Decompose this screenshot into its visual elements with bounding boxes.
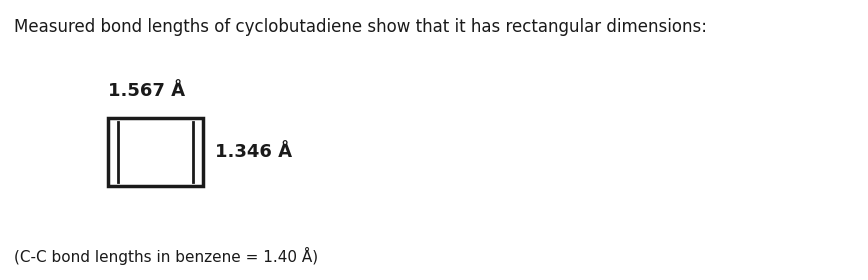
Text: 1.567 Å: 1.567 Å bbox=[108, 82, 185, 100]
Text: Measured bond lengths of cyclobutadiene show that it has rectangular dimensions:: Measured bond lengths of cyclobutadiene … bbox=[14, 18, 707, 36]
Text: 1.346 Å: 1.346 Å bbox=[215, 143, 293, 161]
Text: (C-C bond lengths in benzene = 1.40 Å): (C-C bond lengths in benzene = 1.40 Å) bbox=[14, 247, 319, 265]
Bar bbox=[108, 118, 203, 186]
